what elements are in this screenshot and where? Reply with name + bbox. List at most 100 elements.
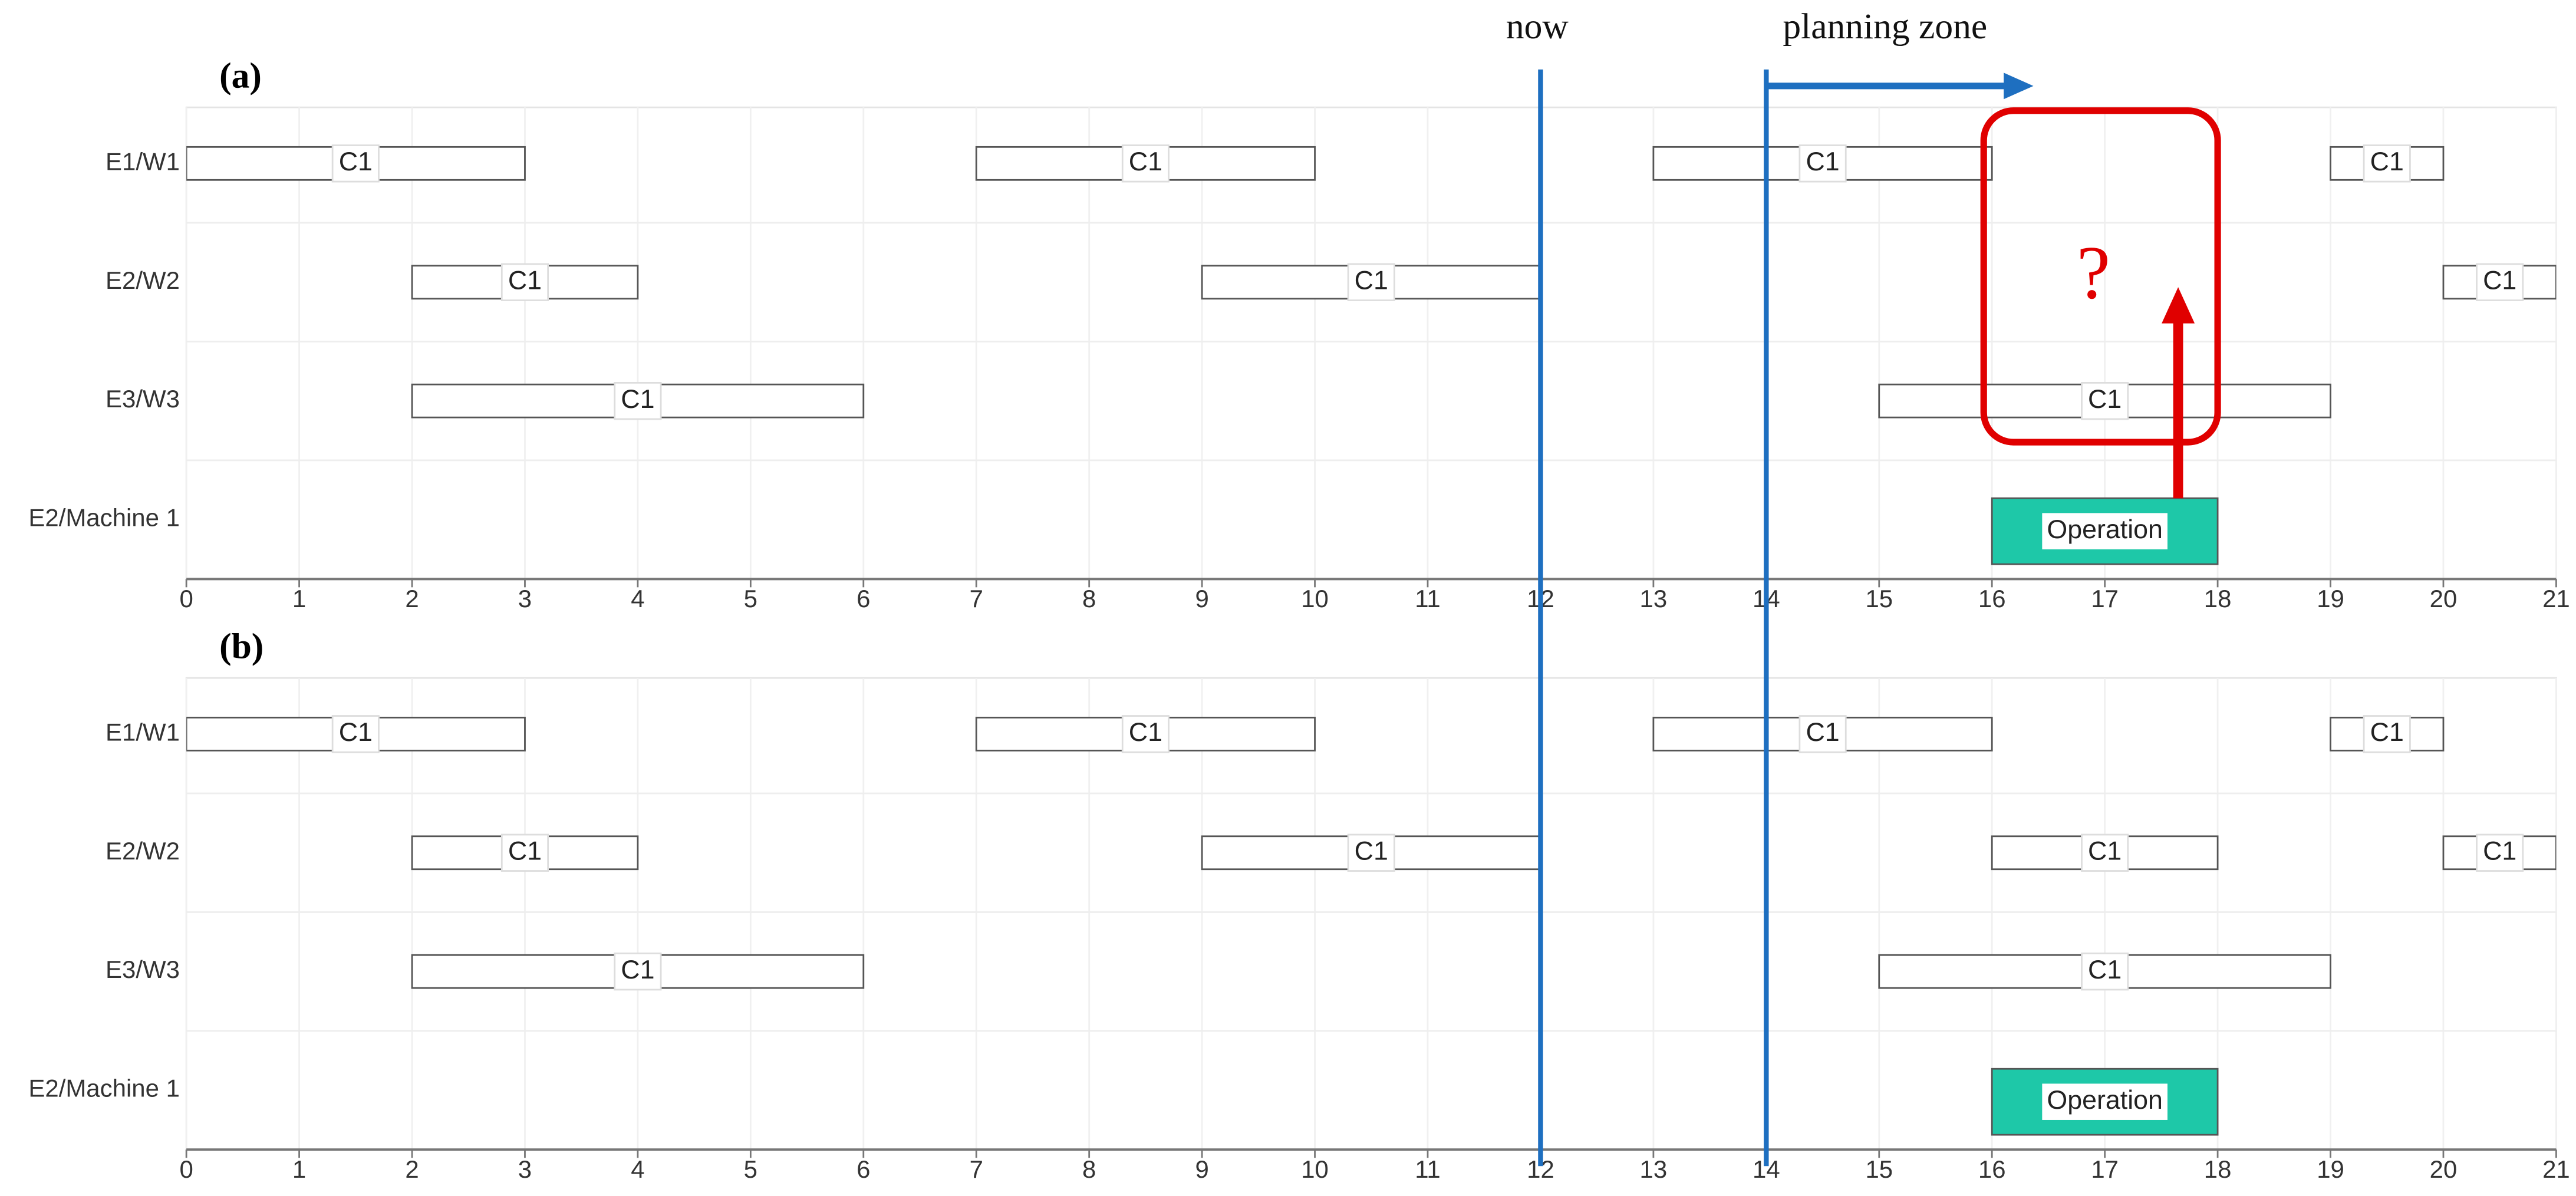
panel-label: (a)	[219, 56, 262, 96]
task-label: C1	[2088, 836, 2122, 866]
task-label: C1	[339, 717, 373, 747]
annotation-box	[1980, 107, 2221, 446]
x-tick-label: 13	[1640, 585, 1668, 612]
x-tick-label: 6	[857, 1155, 870, 1183]
x-tick-label: 0	[179, 585, 193, 612]
label-box	[500, 833, 549, 872]
y-tick-label: E1/W1	[106, 718, 180, 746]
label-box	[2081, 833, 2129, 872]
task-label: Operation	[2047, 1085, 2163, 1115]
x-tick-label: 8	[1082, 585, 1096, 612]
plot-area: (b)0 1 2 3 4 5 6 7 8 9 10 11 12 13 14 15 16 17 18 19 20 21E1/…	[28, 627, 2570, 1183]
plot-area: (a)0123456789101112131415161718192021E1/…	[28, 56, 2570, 612]
label-box	[1347, 263, 1395, 301]
label-box	[1121, 715, 1170, 753]
x-tick-label: 4	[631, 585, 644, 612]
x-tick-label: 17	[2091, 1155, 2119, 1183]
y-tick-label: E2/Machine 1	[28, 1075, 180, 1102]
task-label: C1	[2370, 717, 2404, 747]
task-label: C1	[1355, 266, 1388, 295]
x-tick-label: 7	[970, 1155, 983, 1183]
task-label: C1	[508, 266, 542, 295]
label-box	[614, 382, 662, 420]
y-tick-label: E2/Machine 1	[28, 504, 180, 532]
label-box	[2476, 263, 2524, 301]
task-label: C1	[339, 147, 373, 176]
x-tick-label: 21	[2542, 585, 2570, 612]
label-box	[2476, 833, 2524, 872]
x-tick-label: 19	[2317, 1155, 2344, 1183]
x-tick-label: 10	[1301, 1155, 1329, 1183]
x-tick-label: 9	[1195, 585, 1208, 612]
x-tick-label: 15	[1865, 1155, 1893, 1183]
x-tick-label: 1	[292, 585, 306, 612]
label-box	[1798, 715, 1847, 753]
x-tick-label: 1	[292, 1155, 306, 1183]
label-box	[2042, 1083, 2167, 1120]
panel-label: (b)	[219, 627, 263, 667]
x-tick-label: 9	[1195, 1155, 1208, 1183]
task-label: C1	[2483, 836, 2516, 866]
x-tick-label: 18	[2204, 585, 2232, 612]
task-label: C1	[508, 836, 542, 866]
tasks: C1 C1 C1 C1 C1 C1 C1 C1 C1 Operation	[186, 144, 2557, 565]
x-tick-label: 15	[1865, 585, 1893, 612]
x-tick-label: 5	[744, 1155, 757, 1183]
x-tick-label: 4	[631, 1155, 644, 1183]
label-box	[331, 715, 380, 753]
x-tick-label: 18	[2204, 1155, 2232, 1183]
x-tick-label: 3	[518, 585, 532, 612]
label-box	[2363, 144, 2411, 183]
y-tick-label: E3/W3	[106, 956, 180, 983]
y-tick-label: E2/W2	[106, 266, 180, 294]
label-box	[2363, 715, 2411, 753]
task-label: C1	[2088, 384, 2122, 414]
label-box	[1121, 144, 1170, 183]
x-tick-label: 6	[857, 585, 870, 612]
task-label: Operation	[2047, 515, 2163, 544]
y-tick-label: E3/W3	[106, 385, 180, 413]
task-label: C1	[621, 384, 654, 414]
x-tick-label: 8	[1082, 1155, 1096, 1183]
marker-label: now	[1506, 6, 1569, 47]
y-tick-label: E1/W1	[106, 147, 180, 175]
task-label: C1	[2370, 147, 2404, 176]
x-tick-label: 16	[1978, 585, 2006, 612]
x-tick-label: 2	[405, 585, 419, 612]
marker-label: planning zone	[1783, 6, 1987, 47]
x-tick-label: 13	[1640, 1155, 1668, 1183]
task-label: C1	[2088, 955, 2122, 984]
planning-arrowhead	[2004, 73, 2034, 100]
label-box	[2042, 513, 2167, 549]
annotation-arrowhead	[2162, 287, 2195, 324]
task-label: C1	[1129, 147, 1162, 176]
label-box	[2081, 953, 2129, 991]
x-tick-label: 5	[744, 585, 757, 612]
task-label: C1	[1806, 717, 1839, 747]
x-tick-label: 21	[2542, 1155, 2570, 1183]
y-tick-label: E2/W2	[106, 837, 180, 865]
x-tick-label: 16	[1978, 1155, 2006, 1183]
annotation-text: ?	[2077, 230, 2110, 314]
x-tick-label: 11	[1415, 1155, 1441, 1183]
x-tick-label: 20	[2430, 1155, 2458, 1183]
x-tick-label: 19	[2317, 585, 2344, 612]
x-tick-label: 20	[2430, 585, 2458, 612]
x-tick-label: 7	[970, 585, 983, 612]
task-label: C1	[1806, 147, 1839, 176]
label-box	[2081, 382, 2129, 420]
label-box	[1798, 144, 1847, 183]
x-tick-label: 10	[1301, 585, 1329, 612]
x-tick-label: 17	[2091, 585, 2119, 612]
label-box	[500, 263, 549, 301]
x-tick-label: 3	[518, 1155, 532, 1183]
x-tick-label: 11	[1415, 585, 1441, 612]
label-box	[1347, 833, 1395, 872]
x-tick-label: 2	[405, 1155, 419, 1183]
label-box	[331, 144, 380, 183]
x-tick-label: 0	[179, 1155, 193, 1183]
task-label: C1	[2483, 266, 2516, 295]
tasks: C1 C1 C1 C1 C1 C1 C1 C1 C1 C1 Operation	[186, 715, 2557, 1136]
task-label: C1	[1129, 717, 1162, 747]
label-box	[614, 953, 662, 991]
